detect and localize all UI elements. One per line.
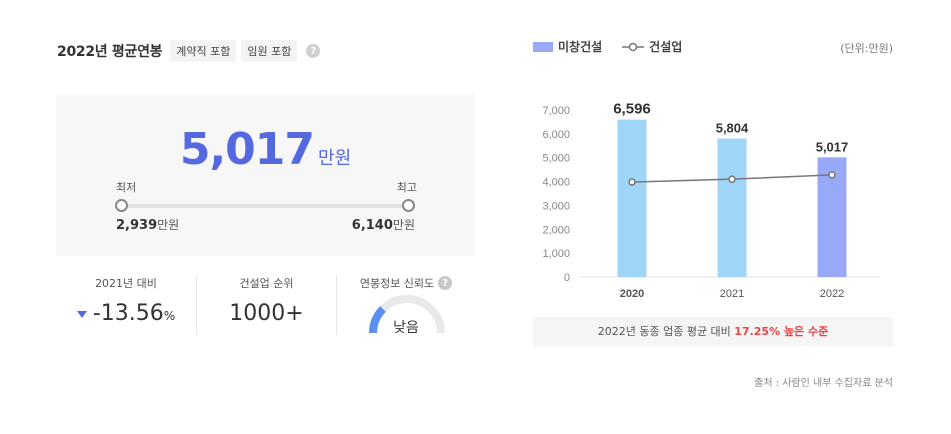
chart-legend: 미창건설 건설업 [533,38,682,55]
bar-2021[interactable] [717,138,747,277]
y-tick-label: 7,000 [542,105,570,117]
tag-contract: 계약직 포함 [170,40,237,62]
y-tick-label: 2,000 [542,224,570,236]
min-value: 2,939만원 [116,218,180,233]
bar-label-2020: 6,596 [613,101,651,118]
reliability-gauge-fill [369,306,386,334]
rank-label: 건설업 순위 [239,277,294,290]
industry-point-2020[interactable] [628,178,636,186]
y-tick-label: 1,000 [542,248,570,260]
legend-industry: 건설업 [649,40,683,54]
unit-note: (단위:만원) [840,42,893,55]
y-tick-label: 5,000 [542,153,570,165]
min-label: 최저 [116,181,137,194]
reliability-value: 낮음 [393,320,419,336]
x-tick-label-2022: 2022 [820,288,844,300]
page-title: 2022년 평균연봉 [57,44,163,60]
source-note: 출처 : 사람인 내부 수집자료 분석 [754,378,893,389]
y-tick-label: 6,000 [542,129,570,141]
reliability-label: 연봉정보 신뢰도 [359,277,435,290]
y-tick-label: 0 [564,272,570,284]
question-icon[interactable]: ? [306,44,321,58]
salary-chart: 7,000 6,000 5,000 4,000 3,000 2,000 1,000 0 6,59… [542,101,880,300]
x-tick-label-2021: 2021 [720,288,744,300]
bar-label-2021: 5,804 [716,121,749,136]
salary-range-track [122,204,409,208]
title-row: 2022년 평균연봉 계약직 포함 임원 포함 ? [57,40,321,62]
y-tick-label: 4,000 [542,177,570,189]
stat-change: 2021년 대비 -13.56% [56,275,196,335]
legend-line-icon [622,42,645,51]
min-marker [115,199,128,212]
down-triangle-icon [76,310,87,318]
stats-row: 2021년 대비 -13.56% 건설업 순위 1000+ 연봉정보 신뢰도? … [56,275,475,336]
reliability-gauge [369,295,445,334]
average-salary-value: 5,017 [179,124,315,175]
industry-point-2022[interactable] [828,171,836,179]
comparison-note: 2022년 동종 업종 평균 대비 17.25% 높은 수준 [533,317,893,346]
max-marker [402,199,415,212]
change-value: -13.56% [56,301,196,326]
comparison-highlight: 17.25% 높은 수준 [734,325,829,338]
stat-reliability: 연봉정보 신뢰도? 낮음 [336,275,475,336]
tag-executive: 임원 포함 [241,40,298,62]
question-icon[interactable]: ? [438,276,453,290]
legend-company: 미창건설 [558,40,603,54]
rank-value: 1000+ [229,301,304,326]
salary-box: 5,017 만원 최저 최고 2,939만원 6,140만원 [56,94,475,256]
x-tick-label-2020: 2020 [620,288,644,300]
stat-rank: 건설업 순위 1000+ [196,275,336,335]
max-label: 최고 [396,181,417,194]
max-value: 6,140만원 [351,218,415,233]
legend-bar-swatch [533,41,553,52]
average-salary: 5,017 만원 [56,124,475,175]
change-label: 2021년 대비 [95,277,157,290]
bar-label-2022: 5,017 [816,139,849,154]
average-salary-unit: 만원 [318,148,352,169]
y-tick-label: 3,000 [542,200,570,212]
bar-2020[interactable] [617,119,647,277]
industry-point-2021[interactable] [728,175,736,183]
